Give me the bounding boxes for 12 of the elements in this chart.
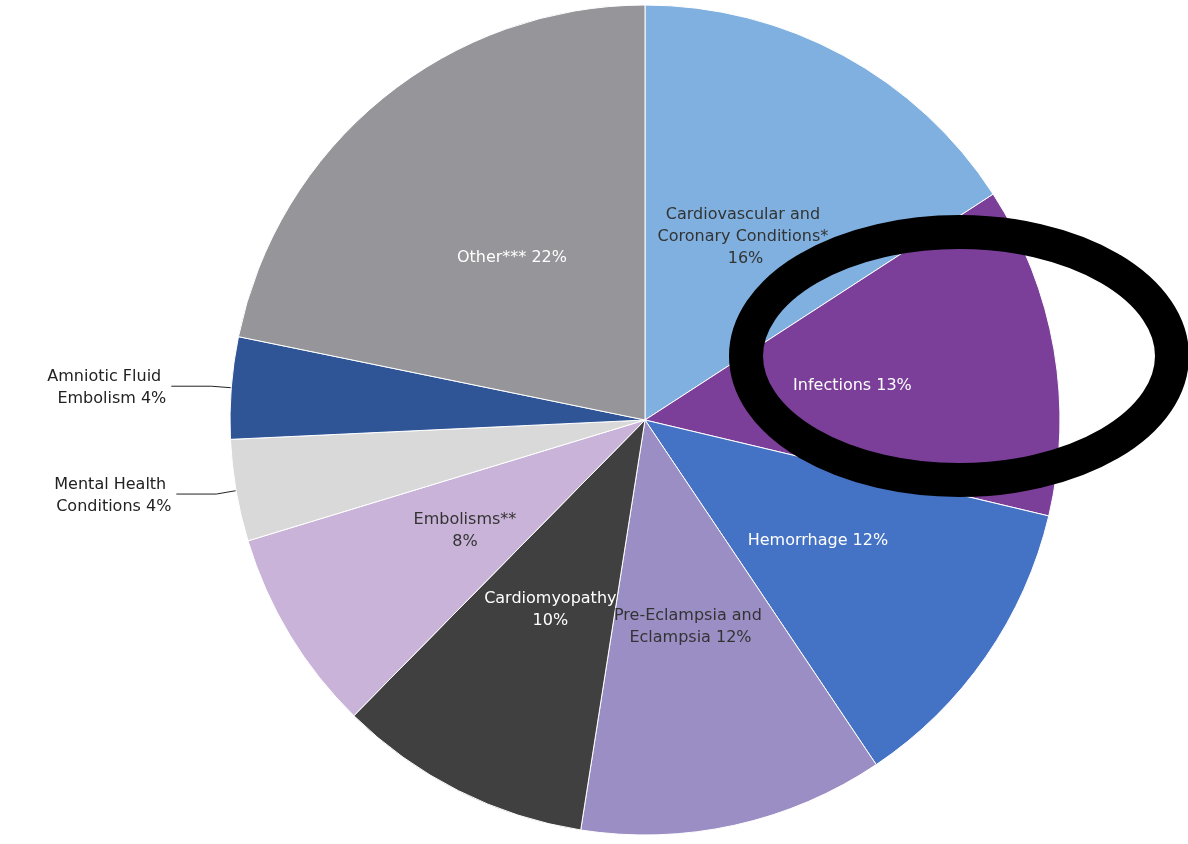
slice-label: Pre-Eclampsia and Eclampsia 12% — [613, 605, 767, 647]
slice-label: Cardiovascular and Coronary Conditions* — [657, 203, 834, 245]
slice-label: Other*** 22% — [456, 247, 567, 267]
slice-label: Amniotic Fluid Embolism 4% — [47, 365, 167, 407]
data-label: 10% — [532, 609, 569, 629]
slice-label: Infections 13% — [793, 374, 912, 394]
data-label: 8% — [452, 530, 478, 550]
slice-label: Mental Health Conditions 4% — [54, 473, 172, 515]
data-label: 16% — [727, 247, 764, 267]
slice-label: Embolisms** — [413, 508, 517, 528]
slice-label: Cardiomyopathy — [484, 587, 617, 607]
slice-label: Hemorrhage 12% — [747, 530, 889, 550]
